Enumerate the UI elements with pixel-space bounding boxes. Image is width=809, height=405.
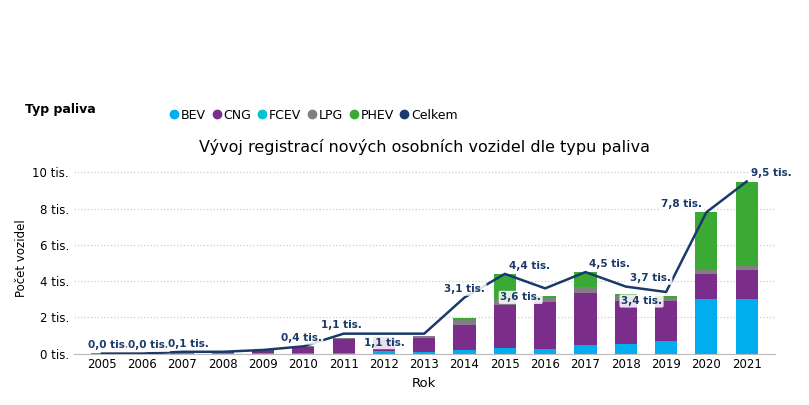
Text: 3,7 tis.: 3,7 tis. (629, 273, 671, 283)
Text: 3,4 tis.: 3,4 tis. (621, 296, 662, 306)
Bar (413, 352, 435, 354)
Bar (655, 341, 677, 354)
Bar (695, 270, 718, 274)
Bar (655, 301, 677, 341)
Bar (292, 346, 315, 347)
Text: 0,4 tis.: 0,4 tis. (281, 333, 322, 343)
Text: 0,1 tis.: 0,1 tis. (168, 339, 210, 349)
Bar (454, 324, 476, 350)
Bar (493, 274, 516, 299)
Bar (493, 299, 516, 305)
Text: 3,1 tis.: 3,1 tis. (444, 284, 485, 294)
Text: 1,1 tis.: 1,1 tis. (321, 320, 362, 330)
Bar (735, 181, 758, 266)
Bar (454, 318, 476, 320)
Bar (615, 294, 637, 296)
Bar (574, 272, 596, 288)
Bar (615, 301, 637, 343)
Bar (212, 352, 234, 354)
Bar (655, 298, 677, 301)
Title: Vývoj registrací nových osobních vozidel dle typu paliva: Vývoj registrací nových osobních vozidel… (199, 139, 650, 155)
Bar (252, 350, 274, 354)
Bar (332, 339, 354, 353)
Bar (615, 343, 637, 354)
Text: 9,5 tis.: 9,5 tis. (751, 168, 791, 178)
Bar (332, 353, 354, 354)
Text: 4,5 tis.: 4,5 tis. (590, 259, 630, 269)
Text: 4,4 tis.: 4,4 tis. (509, 261, 550, 271)
Text: 0,0 tis.: 0,0 tis. (87, 340, 129, 350)
Bar (534, 298, 557, 302)
Bar (695, 212, 718, 270)
Text: 7,8 tis.: 7,8 tis. (661, 199, 702, 209)
Bar (735, 299, 758, 354)
Bar (373, 337, 395, 340)
Bar (172, 353, 193, 354)
Bar (534, 296, 557, 298)
Bar (574, 293, 596, 345)
Bar (454, 350, 476, 354)
Bar (534, 349, 557, 354)
Bar (695, 299, 718, 354)
Bar (413, 338, 435, 352)
Bar (695, 274, 718, 299)
Text: 1,1 tis.: 1,1 tis. (363, 338, 404, 347)
Bar (493, 305, 516, 348)
Bar (574, 345, 596, 354)
Bar (373, 352, 395, 354)
Bar (615, 296, 637, 301)
Bar (655, 296, 677, 298)
Text: 3,6 tis.: 3,6 tis. (500, 292, 541, 303)
Bar (454, 320, 476, 324)
Bar (735, 266, 758, 270)
Bar (493, 348, 516, 354)
Legend: BEV, CNG, FCEV, LPG, PHEV, Celkem: BEV, CNG, FCEV, LPG, PHEV, Celkem (171, 109, 458, 122)
Bar (413, 336, 435, 338)
Bar (292, 347, 315, 353)
Bar (574, 288, 596, 293)
Bar (534, 302, 557, 349)
Bar (735, 270, 758, 299)
Bar (373, 340, 395, 352)
Text: Typ paliva: Typ paliva (24, 102, 95, 115)
X-axis label: Rok: Rok (412, 377, 436, 390)
Bar (332, 338, 354, 339)
Y-axis label: Počet vozidel: Počet vozidel (15, 220, 28, 297)
Text: 0,0 tis.: 0,0 tis. (128, 340, 169, 350)
